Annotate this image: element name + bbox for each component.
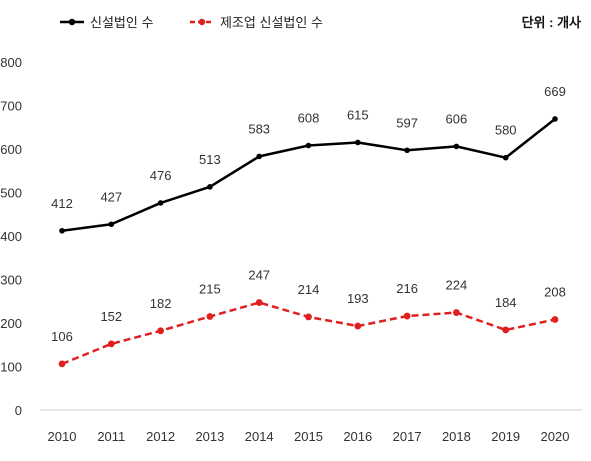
- series-1-point: [502, 154, 509, 161]
- unit-label: 단위 : 개사: [522, 15, 581, 30]
- x-tick-label: 2014: [245, 429, 274, 444]
- y-tick-label: 200: [0, 316, 22, 331]
- x-axis: 2010 2011 2012 2013 2014 2015 2016 2017 2018 2019…: [40, 409, 582, 444]
- series-1-point: [256, 153, 263, 160]
- series-2-data-label: 247: [248, 268, 270, 283]
- series-1-data-label: 580: [495, 123, 517, 138]
- series-2-data-label: 193: [347, 291, 369, 306]
- y-tick-label: 0: [15, 403, 22, 418]
- series-group: 412 427 476 513 583 608 615 597 606 580 669 106 152 1…: [51, 84, 566, 368]
- series-1-point: [59, 227, 65, 234]
- x-tick-label: 2018: [442, 429, 471, 444]
- series-1-point: [453, 143, 460, 150]
- series-2-point: [157, 327, 165, 335]
- series-2-point: [206, 313, 214, 320]
- legend-marker-series-1: [68, 18, 76, 26]
- series-1-data-label: 606: [446, 111, 468, 126]
- series-1-data-label: 615: [347, 107, 369, 122]
- y-tick-label: 100: [0, 360, 22, 375]
- series-2-data-label: 215: [199, 281, 221, 296]
- x-tick-label: 2015: [294, 429, 323, 444]
- x-tick-label: 2011: [97, 429, 125, 444]
- series-1-data-label: 608: [298, 111, 320, 126]
- series-1-point: [157, 200, 164, 206]
- y-tick-label: 700: [0, 99, 22, 114]
- series-2-point: [502, 326, 510, 334]
- series-1-point: [305, 142, 312, 149]
- series-2-point: [453, 309, 460, 316]
- series-2-point: [551, 316, 559, 323]
- x-tick-label: 2012: [146, 429, 175, 444]
- x-tick-label: 2019: [491, 429, 520, 444]
- series-2-point: [305, 313, 312, 321]
- series-1-point: [207, 184, 213, 190]
- series-2-data-label: 214: [298, 282, 320, 297]
- series-1-point: [552, 116, 558, 122]
- series-2-data-label: 182: [150, 296, 172, 311]
- series-2-data-label: 106: [51, 329, 73, 344]
- series-1-data-label: 427: [100, 189, 122, 204]
- series-1-line: [61, 118, 556, 233]
- series-1-data-label: 412: [51, 196, 73, 211]
- series-1-point: [108, 221, 115, 228]
- series-1-data-label: 597: [396, 115, 418, 130]
- series-2-point: [107, 340, 115, 348]
- x-tick-label: 2016: [343, 429, 372, 444]
- series-2-point: [255, 299, 263, 306]
- series-2-point: [354, 322, 362, 330]
- series-2-line: [61, 301, 556, 366]
- series-1-data-label: 476: [150, 168, 172, 183]
- legend-marker-series-2: [198, 18, 206, 26]
- series-2-data-label: 152: [100, 309, 122, 324]
- legend-label-series-2: 제조업 신설법인 수: [220, 15, 323, 30]
- x-tick-label: 2017: [393, 429, 422, 444]
- legend: 신설법인 수 제조업 신설법인 수: [60, 15, 323, 30]
- y-tick-label: 300: [0, 273, 22, 288]
- y-axis: 0 100 200 300 400 500 600 700 800: [0, 55, 22, 418]
- series-1-point: [404, 147, 410, 154]
- y-tick-label: 400: [0, 229, 22, 244]
- series-2-data-label: 184: [495, 295, 517, 310]
- series-2-point: [58, 360, 66, 368]
- y-tick-label: 600: [0, 142, 22, 157]
- legend-label-series-1: 신설법인 수: [90, 15, 153, 30]
- series-1-data-label: 669: [544, 84, 566, 99]
- series-2-data-label: 208: [544, 285, 566, 300]
- y-tick-label: 800: [0, 55, 22, 70]
- series-1-data-label: 513: [199, 152, 221, 167]
- y-tick-label: 500: [0, 186, 22, 201]
- x-tick-label: 2010: [48, 429, 77, 444]
- series-2-point: [403, 312, 411, 320]
- series-1-data-label: 583: [248, 121, 270, 136]
- series-2-data-label: 216: [396, 281, 418, 296]
- x-tick-label: 2013: [195, 429, 224, 444]
- x-tick-label: 2020: [541, 429, 570, 444]
- series-2-data-label: 224: [446, 278, 468, 293]
- series-1-point: [355, 139, 361, 146]
